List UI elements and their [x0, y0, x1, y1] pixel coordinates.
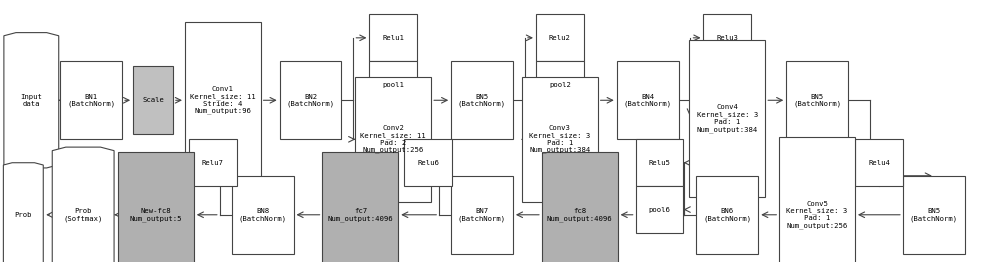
Text: Relu4: Relu4 [868, 160, 890, 166]
Bar [404, 139, 452, 186]
Text: BN5
(BatchNorm): BN5 (BatchNorm) [910, 208, 958, 221]
Text: Relu5: Relu5 [649, 160, 670, 166]
Bar [536, 14, 584, 61]
Bar [536, 61, 584, 108]
Text: Prob: Prob [15, 212, 32, 218]
Bar [355, 77, 431, 202]
Bar [451, 176, 513, 254]
Text: Conv5
Kernel_size: 3
Pad: 1
Num_output:256: Conv5 Kernel_size: 3 Pad: 1 Num_output:2… [786, 201, 848, 229]
Text: Relu6: Relu6 [417, 160, 439, 166]
Text: Relu1: Relu1 [382, 35, 404, 41]
Bar [542, 152, 618, 263]
Bar [786, 61, 848, 139]
Text: New-fc8
Num_output:5: New-fc8 Num_output:5 [130, 208, 182, 222]
Bar [369, 14, 417, 61]
Text: Conv2
Kernel_size: 11
Pad: 2
Num_output:256: Conv2 Kernel_size: 11 Pad: 2 Num_output:… [360, 125, 426, 153]
Text: fc8
Num_output:4096: fc8 Num_output:4096 [547, 208, 613, 222]
Text: BN8
(BatchNorm): BN8 (BatchNorm) [239, 208, 287, 221]
Text: Relu3: Relu3 [716, 35, 738, 41]
Text: Prob
(Softmax): Prob (Softmax) [63, 208, 103, 221]
Text: pool1: pool1 [382, 82, 404, 88]
Text: fc7
Num_output:4096: fc7 Num_output:4096 [328, 208, 393, 222]
Bar [60, 61, 122, 139]
Text: Input
data: Input data [20, 94, 42, 107]
Bar [617, 61, 679, 139]
Bar [369, 61, 417, 108]
Bar [696, 176, 758, 254]
Bar [232, 176, 294, 254]
Text: Relu2: Relu2 [549, 35, 571, 41]
Text: Conv4
Kernel_size: 3
Pad: 1
Num_output:384: Conv4 Kernel_size: 3 Pad: 1 Num_output:3… [697, 104, 758, 133]
Polygon shape [3, 163, 43, 263]
Bar [280, 61, 341, 139]
Bar [855, 139, 903, 186]
Bar [118, 152, 194, 263]
Polygon shape [4, 33, 59, 168]
Bar [903, 176, 965, 254]
Text: BN1
(BatchNorm): BN1 (BatchNorm) [67, 94, 115, 107]
Bar [689, 41, 765, 196]
Bar [779, 137, 855, 263]
Text: BN5
(BatchNorm): BN5 (BatchNorm) [458, 94, 506, 107]
Bar [322, 152, 398, 263]
Bar [636, 186, 683, 233]
Text: Conv3
Kernel_size: 3
Pad: 1
Num_output:384: Conv3 Kernel_size: 3 Pad: 1 Num_output:3… [529, 125, 590, 153]
Bar [703, 14, 751, 61]
Text: BN2
(BatchNorm): BN2 (BatchNorm) [286, 94, 335, 107]
Text: Scale: Scale [142, 97, 164, 103]
Text: Relu7: Relu7 [202, 160, 224, 166]
Bar [185, 22, 261, 178]
Text: BN7
(BatchNorm): BN7 (BatchNorm) [458, 208, 506, 221]
Text: BN4
(BatchNorm): BN4 (BatchNorm) [624, 94, 672, 107]
Text: pool2: pool2 [549, 82, 571, 88]
Polygon shape [52, 147, 114, 263]
Bar [522, 77, 598, 202]
Text: BN6
(BatchNorm): BN6 (BatchNorm) [703, 208, 751, 221]
Text: pool6: pool6 [649, 206, 670, 213]
Bar [636, 139, 683, 186]
Text: BN5
(BatchNorm): BN5 (BatchNorm) [793, 94, 841, 107]
Text: Conv1
Kernel_size: 11
Stride: 4
Num_output:96: Conv1 Kernel_size: 11 Stride: 4 Num_outp… [190, 86, 256, 114]
Bar [133, 67, 173, 134]
Bar [451, 61, 513, 139]
Bar [189, 139, 237, 186]
